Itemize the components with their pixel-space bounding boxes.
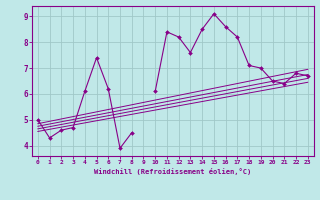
X-axis label: Windchill (Refroidissement éolien,°C): Windchill (Refroidissement éolien,°C) (94, 168, 252, 175)
